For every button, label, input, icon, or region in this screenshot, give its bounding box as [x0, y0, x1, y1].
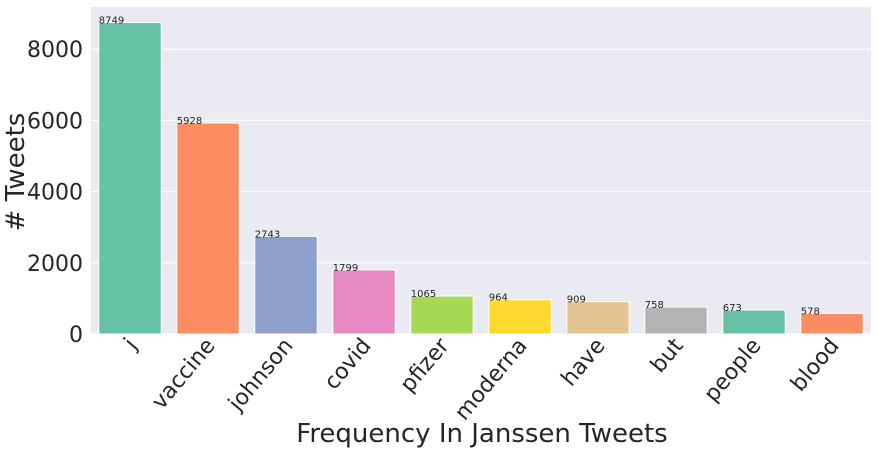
y-tick-label: 0 [69, 323, 83, 348]
bar-vaccine [176, 122, 240, 335]
data-label: 1065 [411, 289, 436, 300]
data-label: 909 [567, 295, 586, 306]
data-label: 1799 [333, 263, 358, 274]
x-tick-label: covid [320, 334, 377, 395]
x-tick-label: j [119, 334, 143, 356]
x-tick-label: pfizer [396, 333, 456, 397]
data-labels: 8749 5928 2743 1799 1065 964 909 758 673 578 [99, 16, 820, 318]
data-label: 8749 [99, 16, 124, 27]
bar-people [722, 309, 786, 335]
x-tick-label: moderna [450, 334, 532, 426]
data-label: 5928 [177, 116, 202, 127]
y-axis-title: # Tweets [1, 113, 31, 232]
bars [98, 22, 864, 335]
y-tick-label: 6000 [27, 109, 83, 134]
x-tick-label: vaccine [147, 334, 220, 415]
bar-moderna [488, 299, 552, 335]
y-tick-label: 8000 [27, 38, 83, 63]
x-tick-label: have [557, 334, 611, 391]
data-label: 578 [801, 306, 820, 317]
data-label: 2743 [255, 229, 280, 240]
x-tick-label: people [700, 334, 767, 407]
bar-blood [800, 312, 864, 335]
data-label: 758 [645, 300, 664, 311]
x-tick-label: but [646, 334, 689, 378]
bar-have [566, 301, 630, 335]
x-tick-label: johnson [223, 334, 298, 417]
y-tick-label: 4000 [27, 181, 83, 206]
bar-pfizer [410, 295, 474, 335]
bar-johnson [254, 235, 318, 335]
data-label: 964 [489, 293, 508, 304]
data-label: 673 [723, 303, 742, 314]
x-tick-label: blood [786, 334, 844, 397]
bar-covid [332, 269, 396, 335]
bar-but [644, 306, 708, 335]
x-axis-title: Frequency In Janssen Tweets [296, 419, 667, 449]
y-tick-label: 2000 [27, 252, 83, 277]
bar-j [98, 22, 162, 335]
y-axis-ticks: 0 2000 4000 6000 8000 [27, 38, 83, 348]
